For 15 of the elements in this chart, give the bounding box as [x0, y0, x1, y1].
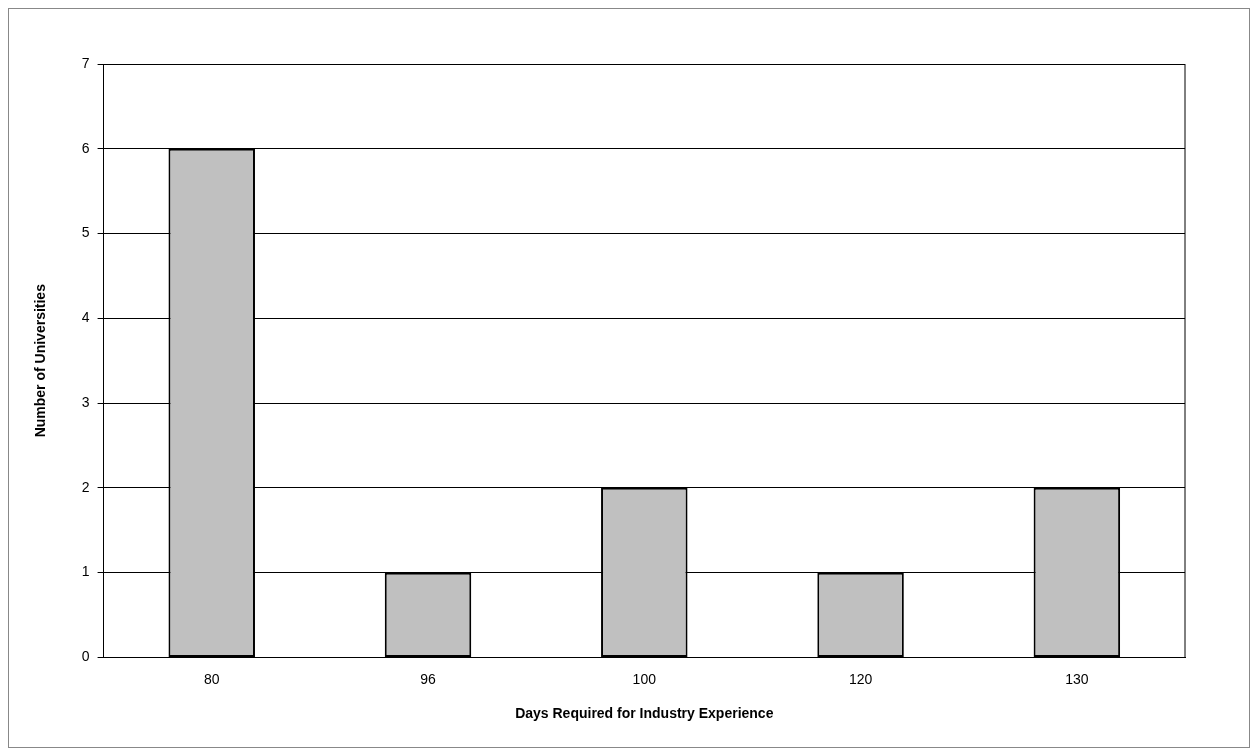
- x-tick-label: 120: [848, 670, 873, 687]
- y-tick-label: 2: [81, 478, 90, 495]
- x-axis-title: Days Required for Industry Experience: [515, 705, 774, 722]
- y-tick-label: 6: [81, 139, 90, 156]
- x-tick-label: 100: [632, 670, 657, 687]
- y-tick-label: 0: [81, 648, 90, 665]
- y-tick-label: 4: [81, 309, 90, 326]
- y-axis-title: Number of Universities: [32, 283, 49, 438]
- x-tick-label: 80: [203, 670, 220, 687]
- y-tick-label: 3: [81, 393, 90, 410]
- x-tick-label: 96: [420, 670, 437, 687]
- y-tick-label: 7: [81, 54, 90, 71]
- y-tick-label: 5: [81, 224, 90, 241]
- y-tick-label: 1: [81, 563, 90, 580]
- x-tick-label: 130: [1065, 670, 1089, 687]
